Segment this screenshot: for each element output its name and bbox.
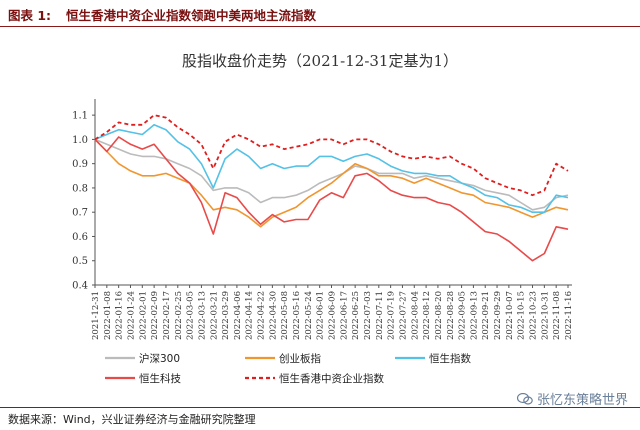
chart-title: 股指收盘价走势（2021-12-31定基为1） [181,52,459,70]
x-tick-label: 2022-03-05 [186,291,196,340]
x-tick-label: 2022-05-08 [280,291,290,340]
x-tick-label: 2022-01-16 [115,291,125,340]
x-tick-label: 2022-04-30 [268,291,278,340]
source-note: 数据来源：Wind，兴业证券经济与金融研究院整理 [8,413,256,426]
y-tick-label: 1.1 [72,111,88,122]
x-tick-label: 2022-04-14 [245,291,255,340]
x-tick-label: 2022-06-09 [328,291,338,340]
y-tick-label: 0.4 [72,281,88,292]
x-tick-label: 2022-05-16 [292,291,302,340]
legend-label-3: 恒生科技 [139,372,181,385]
x-tick-label: 2022-07-19 [387,291,397,340]
x-tick-label: 2022-06-25 [351,291,361,340]
x-tick-label: 2022-07-03 [363,291,373,340]
y-tick-label: 0.5 [72,256,88,267]
x-tick-label: 2022-08-04 [410,291,420,340]
x-tick-label: 2022-08-20 [434,291,444,340]
x-tick-label: 2022-09-21 [481,291,491,340]
x-tick-label: 2022-06-01 [316,291,326,340]
figure-header: 图表 1: 恒生香港中资企业指数领跑中美两地主流指数 [0,0,640,27]
series-line-0 [94,138,569,211]
y-tick-label: 0.8 [72,183,88,194]
x-tick-label: 2022-07-11 [375,291,385,340]
series-line-2 [94,124,569,213]
series-line-1 [94,138,569,228]
series-line-4 [94,114,569,197]
x-tick-label: 2022-03-21 [209,291,219,340]
x-tick-label: 2022-04-06 [233,291,243,340]
x-tick-label: 2022-10-07 [505,291,515,340]
x-tick-label: 2022-10-15 [517,291,527,340]
legend-label-4: 恒生香港中资企业指数 [279,372,384,385]
legend-label-0: 沪深300 [139,352,180,365]
y-tick-label: 1.0 [72,135,88,146]
x-tick-label: 2022-01-24 [126,291,136,340]
x-tick-label: 2022-08-28 [446,291,456,340]
x-tick-label: 2022-02-17 [162,291,172,340]
y-tick-label: 0.7 [72,208,88,219]
x-tick-label: 2022-09-29 [493,291,503,340]
watermark: 张忆东策略世界 [516,389,628,408]
y-tick-label: 0.6 [72,232,88,243]
legend-label-1: 创业板指 [279,352,321,365]
figure-title: 恒生香港中资企业指数领跑中美两地主流指数 [66,8,317,23]
x-tick-label: 2022-09-13 [469,291,479,340]
x-tick-label: 2022-03-29 [221,291,231,340]
watermark-text: 张忆东策略世界 [536,393,628,408]
x-tick-label: 2022-11-08 [552,291,562,340]
x-tick-label: 2022-04-22 [257,291,267,340]
x-tick-label: 2022-07-27 [398,291,408,340]
x-tick-label: 2021-12-31 [91,291,101,340]
x-tick-label: 2022-08-12 [422,291,432,340]
x-tick-label: 2022-05-24 [304,291,314,340]
x-tick-label: 2022-06-17 [339,291,349,340]
figure-label: 图表 1: [8,8,52,23]
x-tick-label: 2022-02-25 [174,291,184,340]
x-tick-label: 2022-11-16 [564,291,574,340]
chart-series [94,114,569,262]
x-tick-label: 2022-02-01 [138,291,148,340]
legend-label-2: 恒生指数 [429,352,471,365]
footer-divider [0,407,640,408]
series-line-3 [94,136,569,262]
x-tick-label: 2022-10-23 [529,291,539,340]
x-tick-label: 2022-02-09 [150,291,160,340]
wechat-icon [516,393,533,405]
y-tick-label: 0.9 [72,159,88,170]
x-tick-label: 2022-10-31 [540,291,550,340]
x-tick-label: 2022-09-05 [458,291,468,340]
x-tick-label: 2022-03-13 [197,291,207,340]
x-tick-label: 2022-01-08 [103,291,113,340]
